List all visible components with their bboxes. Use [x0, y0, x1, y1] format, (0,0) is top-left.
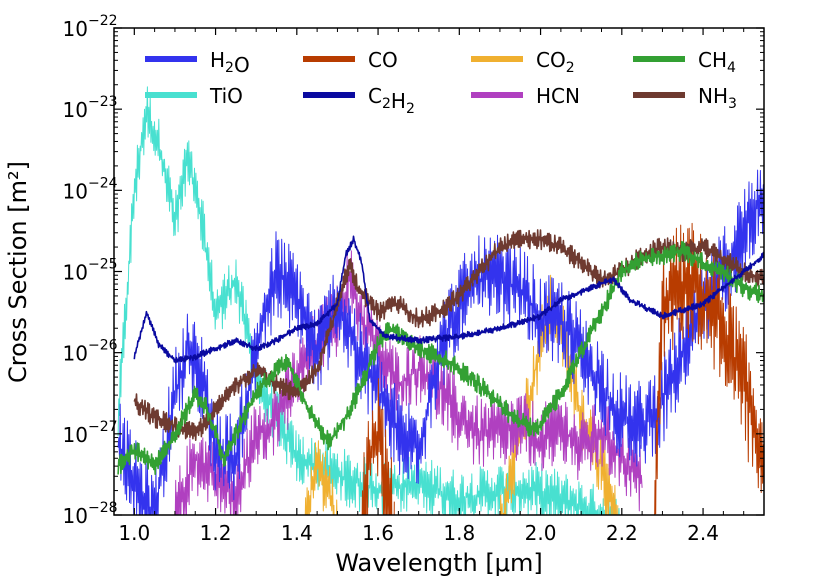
legend-entry-nh3: NH3 [633, 84, 737, 112]
legend-label: H2O [210, 48, 250, 77]
series-line [117, 169, 764, 515]
legend-label: CH4 [698, 48, 736, 76]
legend-label: C2H2 [368, 84, 415, 117]
legend-entry-c2h2: C2H2 [303, 84, 415, 117]
series-line [117, 86, 620, 515]
series-nh3 [133, 229, 764, 441]
series-line [654, 222, 764, 515]
legend-entry-co2: CO2 [471, 48, 575, 76]
y-tick-exponent: −26 [88, 338, 118, 354]
legend-entry-h2o: H2O [145, 48, 250, 77]
x-tick-label: 1.0 [118, 521, 150, 545]
series-line [117, 240, 764, 475]
y-tick-exponent: −25 [88, 257, 118, 273]
legend-label: HCN [536, 84, 580, 108]
y-tick-label: 10 [63, 342, 88, 366]
series-tio [117, 86, 620, 515]
legend-label: NH3 [698, 84, 737, 112]
legend-label: CO2 [536, 48, 575, 76]
x-tick-label: 1.4 [281, 521, 313, 545]
series-ch4 [117, 240, 764, 475]
y-tick-exponent: −23 [88, 94, 118, 110]
legend: H2O CO CO2 CH4 TiO C2H2 HCN NH3 [145, 48, 737, 117]
legend-label: CO [368, 48, 398, 72]
y-tick-label: 10 [63, 17, 88, 41]
series-line [361, 378, 395, 515]
legend-entry-co: CO [303, 48, 398, 72]
y-tick-label: 10 [63, 423, 88, 447]
x-axis: 1.0 1.2 1.4 1.6 1.8 2.0 2.2 2.4 [113, 28, 765, 545]
y-tick-label: 10 [63, 179, 88, 203]
y-tick-exponent: −28 [88, 500, 118, 516]
series-line [133, 235, 764, 364]
legend-label: TiO [209, 84, 243, 108]
x-tick-label: 1.8 [443, 521, 475, 545]
x-tick-label: 1.2 [200, 521, 232, 545]
y-tick-label: 10 [63, 98, 88, 122]
series-h2o [117, 169, 764, 515]
series-line [304, 440, 338, 515]
series-layer [117, 86, 764, 515]
x-tick-label: 1.6 [362, 521, 394, 545]
legend-entry-ch4: CH4 [633, 48, 736, 76]
x-tick-label: 2.4 [687, 521, 719, 545]
series-co [361, 222, 764, 515]
x-tick-label: 2.2 [606, 521, 638, 545]
y-tick-label: 10 [63, 261, 88, 285]
x-tick-label: 2.0 [525, 521, 557, 545]
y-tick-exponent: −27 [88, 419, 118, 435]
series-c2h2 [133, 235, 764, 364]
y-tick-label: 10 [63, 504, 88, 528]
y-axis-label: Cross Section [m²] [4, 161, 32, 383]
legend-entry-hcn: HCN [471, 84, 580, 108]
x-axis-label: Wavelength [μm] [335, 549, 542, 577]
y-tick-exponent: −24 [88, 175, 118, 191]
series-line [133, 229, 764, 441]
legend-entry-tio: TiO [145, 84, 243, 108]
y-tick-exponent: −22 [88, 13, 118, 29]
